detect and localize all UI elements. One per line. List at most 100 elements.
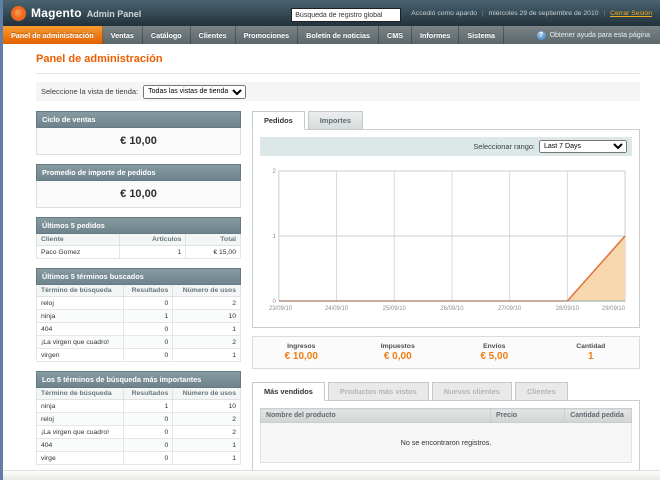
col-header: Cantidad pedida xyxy=(564,408,632,423)
cell-results: 0 xyxy=(122,322,174,336)
separator: | xyxy=(481,9,484,17)
global-search xyxy=(291,4,402,23)
col-header: Número de usos xyxy=(172,388,241,400)
total-value: 1 xyxy=(587,351,594,362)
col-header: Resultados xyxy=(122,388,174,400)
cell-uses: 1 xyxy=(172,348,241,362)
nav-item-newsletter[interactable]: Boletín de noticias xyxy=(298,26,380,44)
table-row[interactable]: Paco Gomez 1 € 15,00 xyxy=(35,245,241,259)
svg-text:28/09/10: 28/09/10 xyxy=(556,306,580,312)
tab-amounts[interactable]: Importes xyxy=(307,111,363,130)
total-quantity: Cantidad 1 xyxy=(543,343,640,362)
lifetime-sales-card: Ciclo de ventas € 10,00 xyxy=(36,111,241,155)
totals-strip: Ingresos € 10,00 Impuestos € 0,00 Envíos… xyxy=(252,336,640,369)
logout-link[interactable]: Cerrar Sesión xyxy=(610,9,652,17)
cell-results: 0 xyxy=(122,451,174,465)
user-info: Accedió como apardo | miércoles 29 de se… xyxy=(411,10,652,17)
table-row[interactable]: ninja 1 10 xyxy=(36,309,241,323)
top-search-terms-card: Los 5 términos de búsqueda más important… xyxy=(36,371,241,465)
total-value: € 5,00 xyxy=(480,351,509,362)
tab-orders[interactable]: Pedidos xyxy=(252,111,305,130)
nav-item-promotions[interactable]: Promociones xyxy=(236,26,299,44)
card-title: Últimos 5 términos buscados xyxy=(36,268,241,285)
nav-item-customers[interactable]: Clientes xyxy=(191,26,236,44)
table-row[interactable]: reloj 0 2 xyxy=(36,296,241,310)
col-header: Término de búsqueda xyxy=(36,388,124,400)
cell-term: 404 xyxy=(36,322,124,336)
store-view-select[interactable]: Todas las vistas de tienda xyxy=(143,84,247,99)
cell-total: € 15,00 xyxy=(185,245,241,259)
cell-results: 0 xyxy=(122,296,174,310)
table-row[interactable]: reloj 0 2 xyxy=(36,412,241,426)
tab-bestsellers[interactable]: Más vendidos xyxy=(252,382,325,401)
help-label: Obtener ayuda para esta página xyxy=(549,31,650,39)
tab-most-viewed[interactable]: Productos más vistos xyxy=(327,382,429,401)
cell-uses: 1 xyxy=(172,322,241,336)
total-value: € 0,00 xyxy=(383,351,412,362)
products-panel: Nombre del producto Precio Cantidad pedi… xyxy=(252,400,640,471)
svg-text:23/09/10: 23/09/10 xyxy=(269,306,293,312)
cell-results: 0 xyxy=(122,425,174,439)
last-orders-table: Cliente Artículos Total Paco Gomez 1 € 1… xyxy=(35,234,241,259)
cell-customer: Paco Gomez xyxy=(35,245,121,259)
card-title: Ciclo de ventas xyxy=(36,111,241,128)
svg-text:27/09/10: 27/09/10 xyxy=(498,306,522,312)
tab-customers[interactable]: Clientes xyxy=(514,382,568,401)
col-header: Nombre del producto xyxy=(259,408,492,423)
magento-logo-icon xyxy=(11,5,26,21)
table-row[interactable]: ninja 1 10 xyxy=(36,399,241,413)
table-row[interactable]: ¡La virgen que cuadro! 0 2 xyxy=(36,335,241,349)
svg-text:29/09/10: 29/09/10 xyxy=(602,306,626,312)
total-label: Cantidad xyxy=(576,343,606,350)
logo-name: Magento xyxy=(31,6,82,20)
page-footer xyxy=(3,470,660,480)
average-orders-card: Promedio de importe de pedidos € 10,00 xyxy=(36,164,241,208)
products-table: Nombre del producto Precio Cantidad pedi… xyxy=(259,408,632,463)
cell-uses: 2 xyxy=(172,412,241,426)
cell-term: virge xyxy=(36,451,124,465)
table-row[interactable]: ¡La virgen que cuadro! 0 2 xyxy=(36,425,241,439)
cell-uses: 2 xyxy=(172,425,241,439)
cell-term: ninja xyxy=(36,399,124,413)
total-label: Impuestos xyxy=(380,343,415,350)
lifetime-sales-value: € 10,00 xyxy=(36,128,241,155)
products-tabs: Más vendidos Productos más vistos Nuevos… xyxy=(252,382,640,401)
card-title: Los 5 términos de búsqueda más important… xyxy=(36,371,241,388)
table-row[interactable]: virge 0 1 xyxy=(36,451,241,465)
cell-results: 0 xyxy=(122,412,174,426)
cell-term: ¡La virgen que cuadro! xyxy=(36,425,124,439)
svg-text:2: 2 xyxy=(272,168,276,175)
cell-uses: 1 xyxy=(172,451,241,465)
nav-item-dashboard[interactable]: Panel de administración xyxy=(3,26,103,44)
table-row[interactable]: 404 0 1 xyxy=(36,438,241,452)
col-header: Término de búsqueda xyxy=(36,285,124,297)
col-header: Número de usos xyxy=(172,285,241,297)
last-search-terms-card: Últimos 5 términos buscados Término de b… xyxy=(36,268,241,362)
range-select[interactable]: Last 7 Days xyxy=(539,140,627,153)
orders-chart-svg: 0 1 2 23/09/10 24/09/10 25/09/10 26/09/10 27/09… xyxy=(269,168,626,312)
cell-term: reloj xyxy=(36,296,124,310)
table-row[interactable]: 404 0 1 xyxy=(36,322,241,336)
cell-results: 0 xyxy=(122,335,174,349)
nav-item-system[interactable]: Sistema xyxy=(459,26,504,44)
help-link[interactable]: ? Obtener ayuda para esta página xyxy=(527,26,660,44)
help-icon: ? xyxy=(536,30,546,40)
nav-item-catalog[interactable]: Catálogo xyxy=(143,26,191,44)
col-header: Artículos xyxy=(119,234,187,246)
nav-item-reports[interactable]: Informes xyxy=(412,26,460,44)
logged-in-as: Accedió como apardo xyxy=(411,9,478,17)
cell-uses: 1 xyxy=(172,438,241,452)
cell-uses: 10 xyxy=(172,399,241,413)
global-search-input[interactable] xyxy=(291,8,402,23)
total-shipping: Envíos € 5,00 xyxy=(446,343,543,362)
nav-item-sales[interactable]: Ventas xyxy=(103,26,143,44)
cell-term: ninja xyxy=(36,309,124,323)
tab-new-customers[interactable]: Nuevos clientes xyxy=(431,382,512,401)
total-value: € 10,00 xyxy=(284,351,318,362)
chart-tabs: Pedidos Importes xyxy=(252,111,640,130)
orders-chart: 0 1 2 23/09/10 24/09/10 25/09/10 26/09/10 27/09… xyxy=(260,156,632,320)
top-header: Magento Admin Panel Accedió como apardo … xyxy=(3,0,660,26)
col-header: Cliente xyxy=(35,234,121,246)
nav-item-cms[interactable]: CMS xyxy=(379,26,413,44)
table-row[interactable]: virgen 0 1 xyxy=(36,348,241,362)
